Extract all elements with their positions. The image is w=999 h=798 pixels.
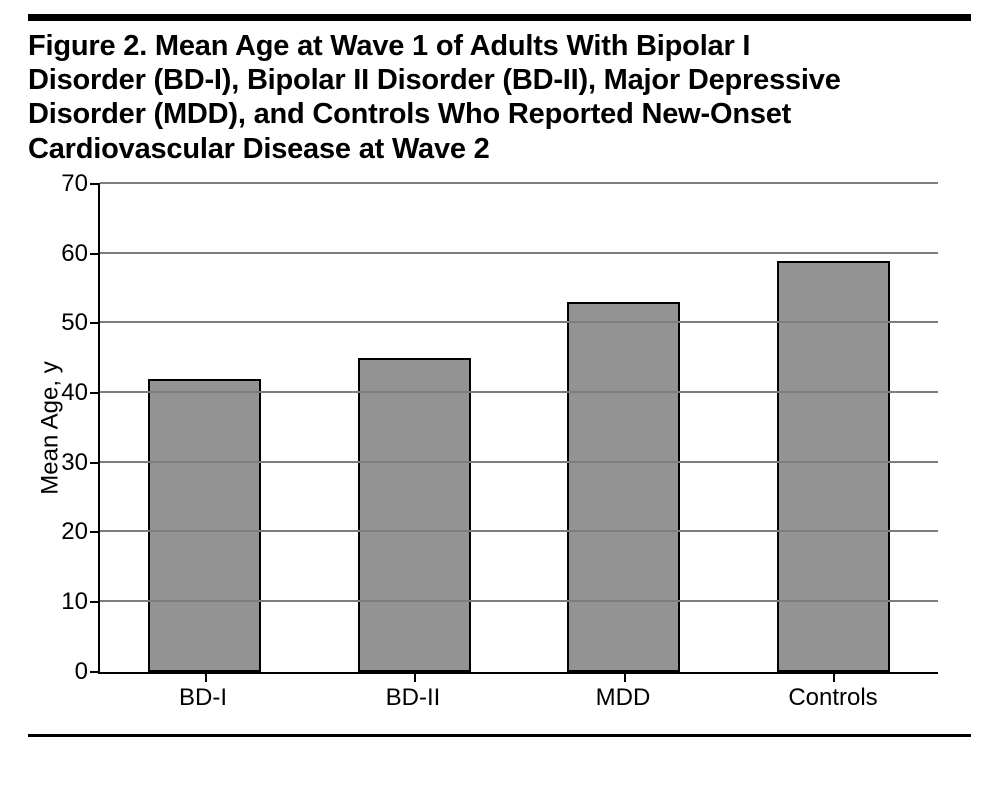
- bar-slot: [729, 184, 939, 672]
- gridline: [100, 182, 938, 184]
- x-tick-label: BD-I: [98, 674, 308, 712]
- figure-title-line: Disorder (BD-I), Bipolar II Disorder (BD…: [28, 63, 971, 97]
- gridline: [100, 321, 938, 323]
- gridline: [100, 461, 938, 463]
- bar: [148, 379, 261, 672]
- x-tick-mark: [205, 672, 207, 682]
- gridline: [100, 252, 938, 254]
- bar: [358, 358, 471, 672]
- bar-slot: [100, 184, 310, 672]
- top-rule: [28, 14, 971, 21]
- chart-wrap: Mean Age, y 010203040506070 BD-IBD-IIMDD…: [98, 184, 931, 712]
- y-tick-label: 30: [61, 449, 100, 477]
- x-axis: BD-IBD-IIMDDControls: [98, 674, 938, 712]
- figure-title-line: Cardiovascular Disease at Wave 2: [28, 132, 971, 166]
- x-tick-label: BD-II: [308, 674, 518, 712]
- figure-container: Figure 2. Mean Age at Wave 1 of Adults W…: [0, 0, 999, 798]
- figure-title-line: Figure 2. Mean Age at Wave 1 of Adults W…: [28, 29, 971, 63]
- bar-slot: [519, 184, 729, 672]
- y-tick-label: 40: [61, 379, 100, 407]
- bars-layer: [100, 184, 938, 672]
- x-tick-mark: [624, 672, 626, 682]
- gridline: [100, 600, 938, 602]
- y-tick-label: 50: [61, 309, 100, 337]
- y-tick-label: 60: [61, 240, 100, 268]
- x-tick-mark: [414, 672, 416, 682]
- plot-area: 010203040506070: [98, 184, 938, 674]
- y-tick-label: 0: [75, 658, 100, 686]
- figure-title: Figure 2. Mean Age at Wave 1 of Adults W…: [28, 29, 971, 166]
- gridline: [100, 391, 938, 393]
- bar: [567, 302, 680, 671]
- y-tick-label: 70: [61, 170, 100, 198]
- figure-title-line: Disorder (MDD), and Controls Who Reporte…: [28, 97, 971, 131]
- y-tick-label: 10: [61, 588, 100, 616]
- y-tick-label: 20: [61, 518, 100, 546]
- gridline: [100, 530, 938, 532]
- x-tick-mark: [833, 672, 835, 682]
- bar-slot: [310, 184, 520, 672]
- bottom-rule: [28, 734, 971, 737]
